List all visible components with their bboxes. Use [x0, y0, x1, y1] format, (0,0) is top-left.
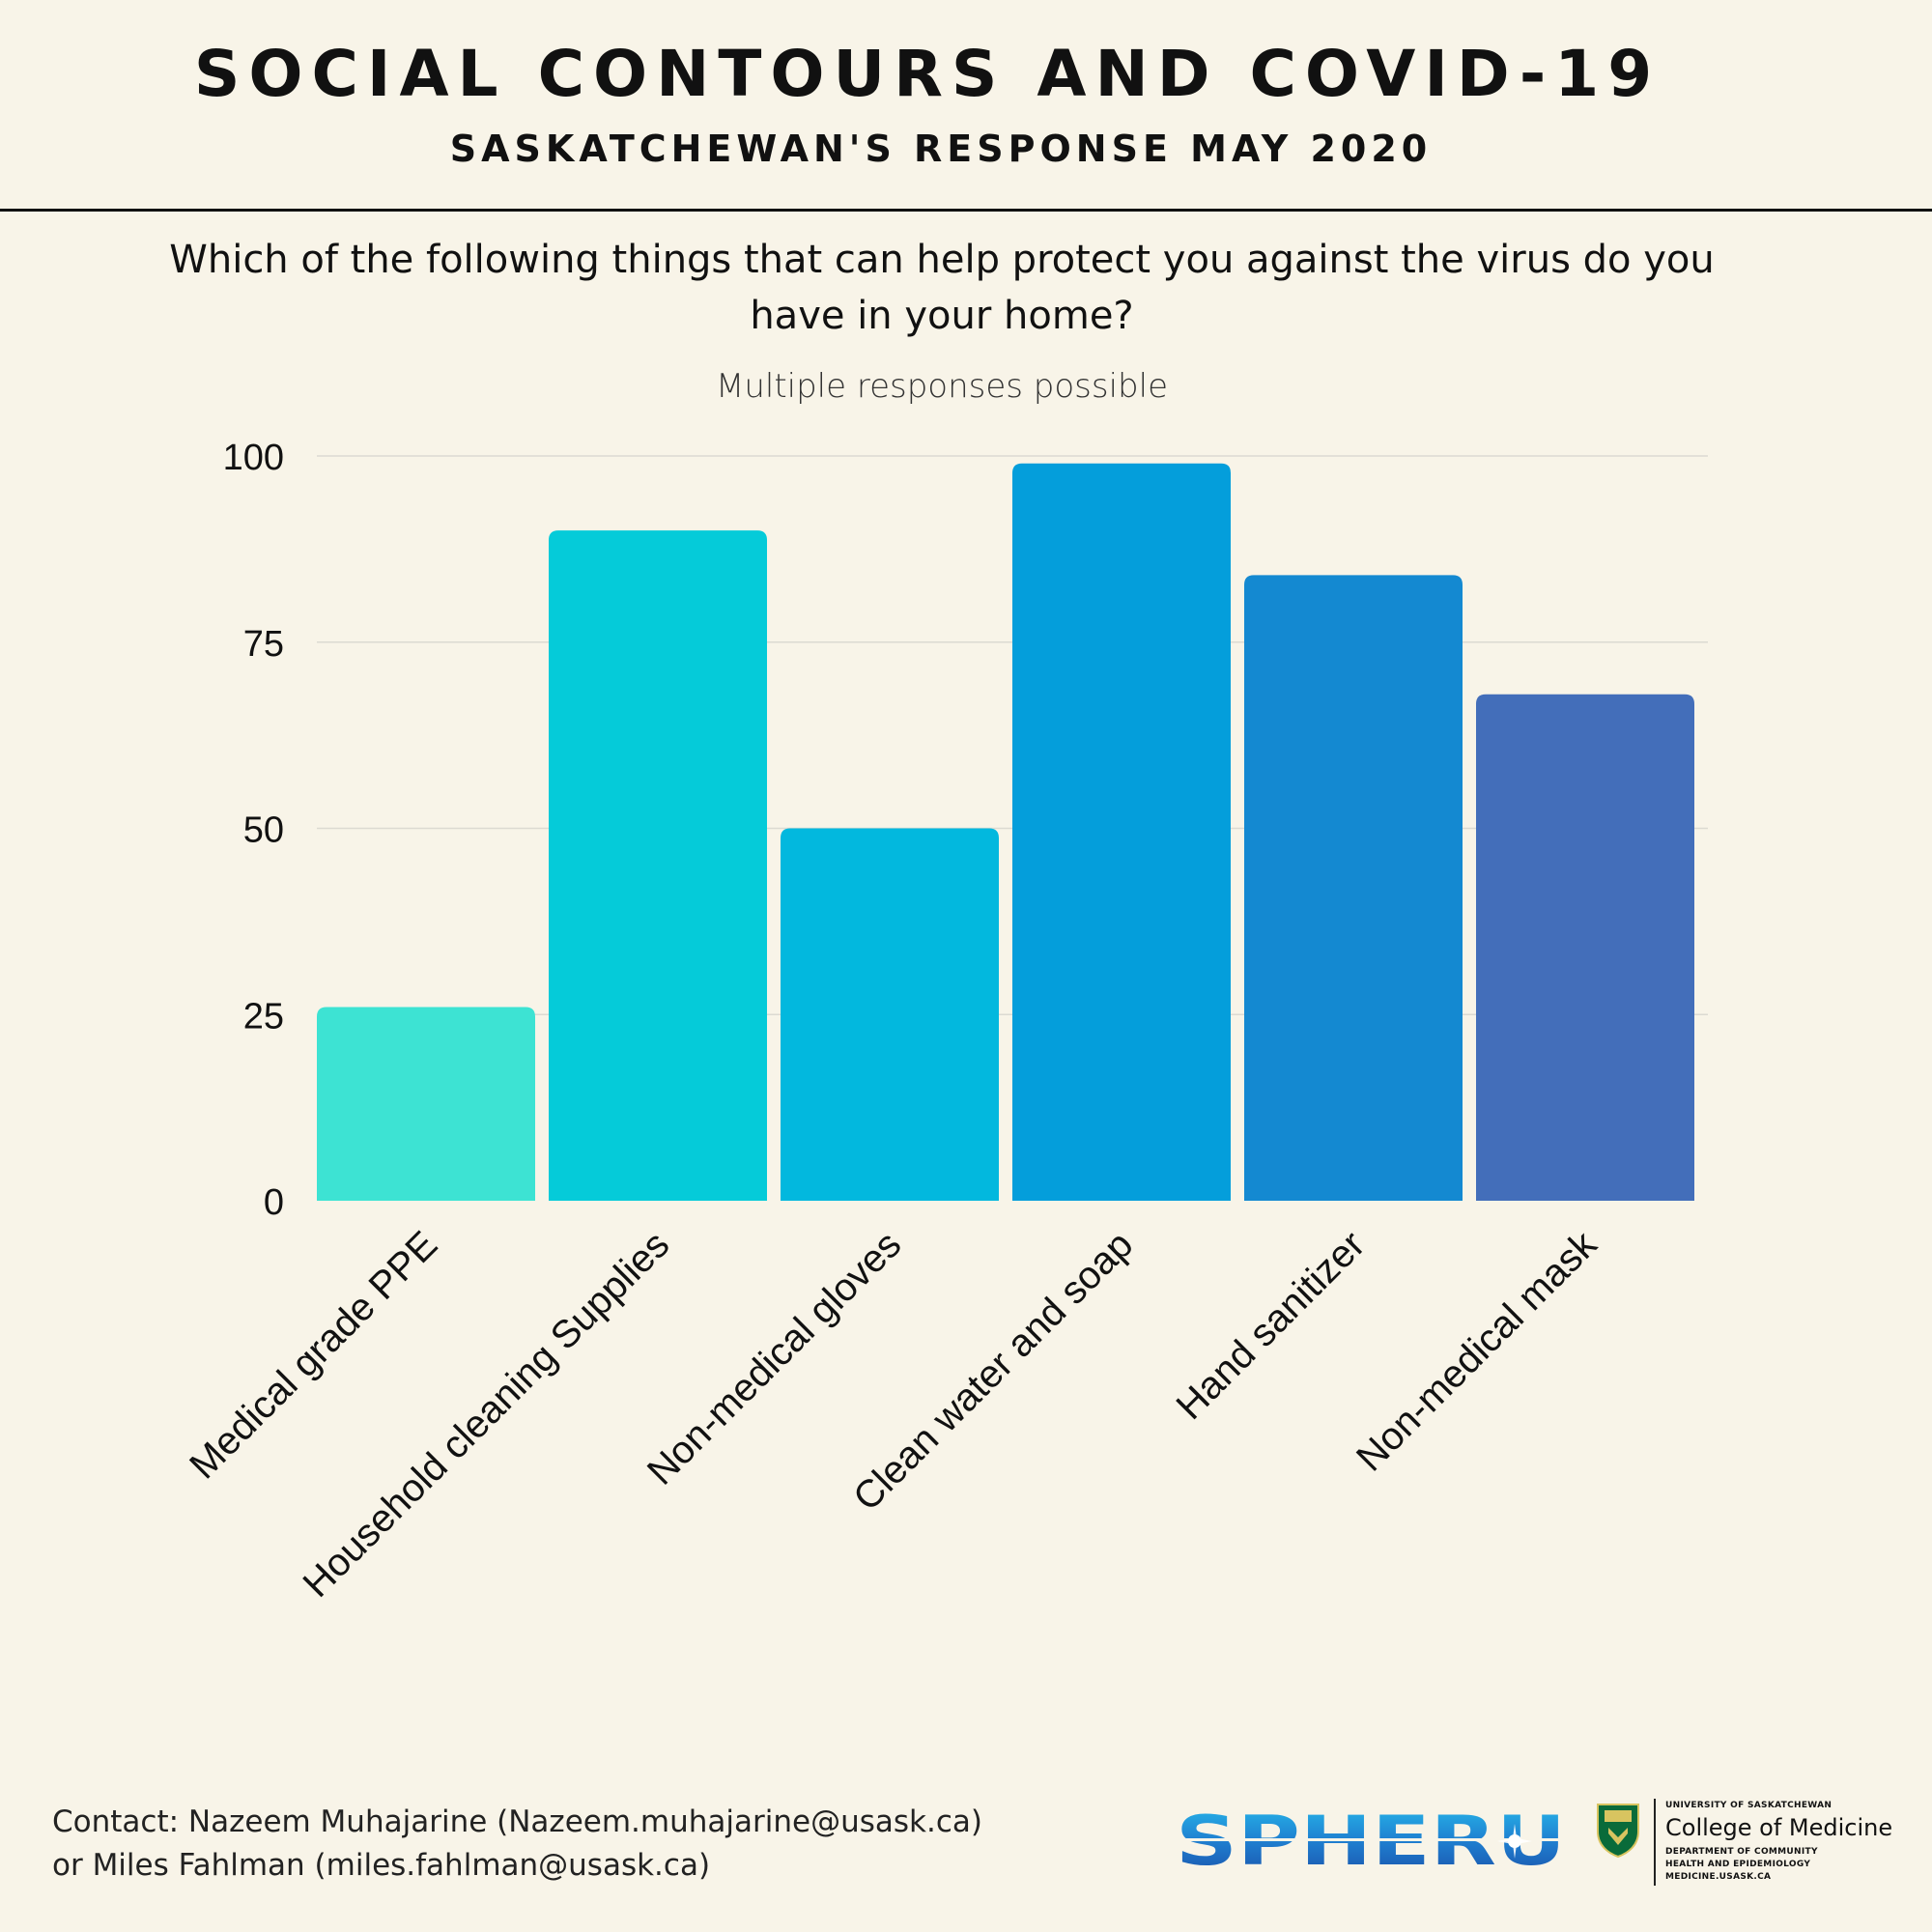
- usask-crest-icon: [1597, 1804, 1639, 1859]
- usask-medicine-logo: UNIVERSITY OF SASKATCHEWAN College of Me…: [1596, 1799, 1892, 1886]
- x-tick-label-medical-grade-ppe: Medical grade PPE: [182, 1223, 445, 1487]
- page-subtitle: SASKATCHEWAN'S RESPONSE MAY 2020: [449, 128, 1433, 170]
- bar-clean-water-and-soap: [1012, 463, 1231, 1202]
- page-title: SOCIAL CONTOURS AND COVID-19: [193, 37, 1662, 111]
- y-tick-label-50: 50: [243, 810, 284, 851]
- bar-household-cleaning-supplies: [549, 530, 767, 1201]
- contact-line-2: or Miles Fahlman (miles.fahlman@usask.ca…: [52, 1848, 711, 1883]
- x-tick-label-non-medical-gloves: Non-medical gloves: [639, 1223, 910, 1493]
- bar-non-medical-mask: [1476, 694, 1694, 1201]
- chart-note: Multiple responses possible: [715, 367, 1168, 406]
- y-tick-label-100: 100: [223, 438, 284, 478]
- x-tick-label-non-medical-mask: Non-medical mask: [1349, 1223, 1605, 1480]
- chart-question: Which of the following things that can h…: [169, 238, 1715, 338]
- contact-footer: Contact: Nazeem Muhajarine (Nazeem.muhaj…: [52, 1801, 982, 1888]
- y-tick-label-75: 75: [243, 624, 284, 665]
- usask-college: College of Medicine: [1665, 1814, 1893, 1841]
- y-tick-label-0: 0: [264, 1182, 284, 1223]
- y-tick-label-25: 25: [243, 996, 284, 1037]
- spheru-star-icon: [1497, 1824, 1532, 1859]
- usask-divider: [1654, 1799, 1656, 1886]
- x-tick-label-household-cleaning-supplies: Household cleaning Supplies: [295, 1223, 677, 1605]
- bar-hand-sanitizer: [1244, 575, 1463, 1201]
- bar-medical-grade-ppe: [317, 1007, 535, 1201]
- usask-dept-line-2: HEALTH AND EPIDEMIOLOGY: [1665, 1860, 1811, 1869]
- usask-dept-line-1: DEPARTMENT OF COMMUNITY: [1665, 1847, 1818, 1857]
- usask-url: MEDICINE.USASK.CA: [1665, 1872, 1772, 1882]
- x-tick-label-hand-sanitizer: Hand sanitizer: [1168, 1223, 1373, 1428]
- contact-line-1: Contact: Nazeem Muhajarine (Nazeem.muhaj…: [52, 1804, 982, 1839]
- bar-non-medical-gloves: [781, 828, 999, 1201]
- usask-university: UNIVERSITY OF SASKATCHEWAN: [1665, 1801, 1833, 1810]
- header-divider: [0, 209, 1932, 212]
- spheru-logo: SPHERU: [1171, 1810, 1571, 1872]
